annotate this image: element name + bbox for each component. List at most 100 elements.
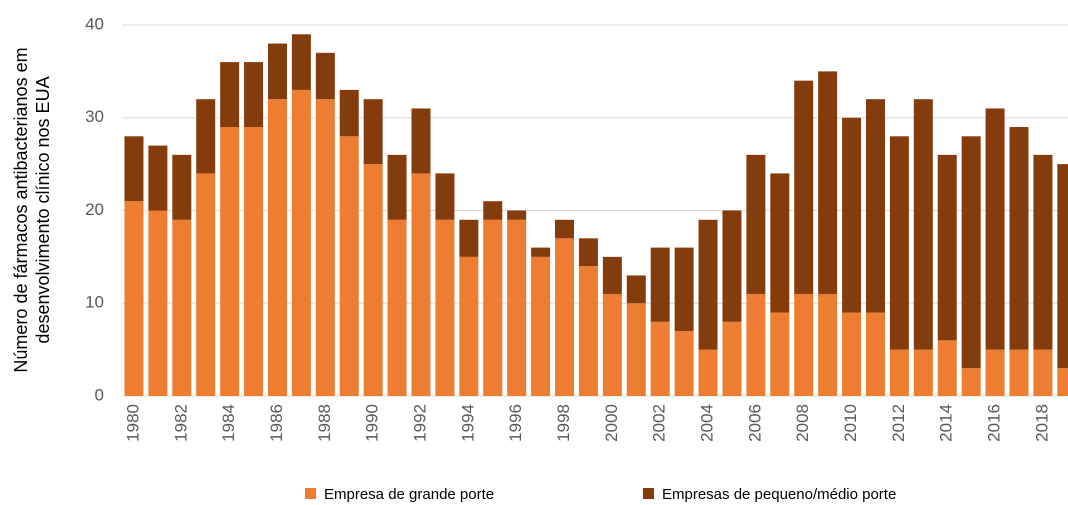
x-tick-label: 2000 [602, 404, 621, 442]
y-axis-title: desenvolvimento clínico nos EUA [33, 76, 53, 343]
bar-segment [507, 210, 527, 220]
x-tick-label: 2010 [841, 404, 860, 442]
bar-segment [578, 238, 598, 267]
bar-segment [674, 247, 694, 332]
bar-segment [124, 201, 144, 396]
bar-segment [650, 321, 670, 396]
bar-segment [1057, 368, 1068, 396]
bar-segment [722, 321, 742, 396]
bar-segment [483, 201, 503, 220]
x-tick-label: 1996 [506, 404, 525, 442]
bar-segment [818, 71, 838, 294]
bar-segment [865, 312, 885, 396]
bar-segment [746, 293, 766, 396]
bar-segment [196, 99, 216, 174]
bar-segment [555, 238, 575, 396]
bar-segment [363, 99, 383, 165]
y-tick-label: 30 [85, 107, 104, 126]
x-tick-label: 1990 [363, 404, 382, 442]
x-tick-label: 2002 [650, 404, 669, 442]
bar-segment [985, 108, 1005, 350]
bar-segment [435, 173, 455, 220]
x-tick-label: 1998 [554, 404, 573, 442]
bar-segment [315, 52, 335, 100]
x-tick-label: 1992 [410, 404, 429, 442]
bar-segment [483, 219, 503, 396]
legend-swatch [643, 488, 654, 499]
bar-segment [172, 154, 192, 220]
x-tick-label: 2004 [698, 404, 717, 442]
bar-segment [172, 219, 192, 396]
bar-segment [411, 173, 431, 396]
bar-segment [459, 256, 479, 396]
bar-segment [1057, 164, 1068, 369]
bar-segment [244, 127, 264, 397]
bar-segment [1009, 127, 1029, 350]
x-tick-label: 2012 [889, 404, 908, 442]
y-tick-label: 20 [85, 200, 104, 219]
bar-segment [746, 154, 766, 294]
bar-segment [1033, 154, 1053, 350]
x-tick-label: 1982 [171, 404, 190, 442]
bar-segment [124, 136, 144, 202]
x-tick-label: 2016 [985, 404, 1004, 442]
bar-segment [291, 89, 311, 397]
bar-segment [578, 266, 598, 396]
bar-segment [770, 312, 790, 396]
legend-swatch [305, 488, 316, 499]
bar-segment [961, 368, 981, 396]
x-tick-label: 2018 [1032, 404, 1051, 442]
bar-segment [722, 210, 742, 322]
y-tick-label: 40 [85, 14, 104, 33]
bar-segment [985, 349, 1005, 396]
bar-segment [387, 154, 407, 220]
bar-segment [459, 219, 479, 257]
bar-segment [626, 303, 646, 396]
x-tick-label: 2008 [793, 404, 812, 442]
bar-segment [937, 340, 957, 396]
bar-segment [842, 117, 862, 313]
bar-segment [818, 293, 838, 396]
bar-segment [315, 99, 335, 396]
bar-segment [531, 247, 551, 257]
bar-segment [889, 349, 909, 396]
bar-segment [555, 219, 575, 239]
bar-segment [698, 219, 718, 350]
bar-segment [339, 136, 359, 397]
bar-segment [363, 164, 383, 396]
bar-segment [865, 99, 885, 313]
y-axis-title: Número de fármacos antibacterianos em [11, 47, 31, 372]
bar-segment [244, 62, 264, 128]
bar-segment [531, 256, 551, 396]
bar-segment [267, 43, 287, 100]
bar-segment [698, 349, 718, 396]
bar-segment [937, 154, 957, 341]
bar-segment [674, 331, 694, 396]
bar-segment [339, 89, 359, 137]
bar-segment [291, 34, 311, 90]
bar-segment [626, 275, 646, 304]
bar-segment [148, 210, 168, 396]
bar-segment [507, 219, 527, 396]
bar-segment [842, 312, 862, 396]
bar-segment [913, 349, 933, 396]
bar-segment [220, 127, 240, 397]
bar-segment [387, 219, 407, 396]
x-tick-label: 1994 [458, 404, 477, 442]
bar-segment [913, 99, 933, 350]
bar-segment [602, 293, 622, 396]
bar-segment [267, 99, 287, 396]
bar-segment [794, 80, 814, 294]
bar-segment [770, 173, 790, 313]
bar-segment [220, 62, 240, 128]
legend-label: Empresas de pequeno/médio porte [662, 486, 896, 503]
bar-segment [196, 173, 216, 396]
bar-segment [435, 219, 455, 396]
bar-segment [961, 136, 981, 369]
x-tick-label: 1988 [315, 404, 334, 442]
x-tick-label: 2006 [745, 404, 764, 442]
bar-segment [148, 145, 168, 211]
bar-segment [411, 108, 431, 174]
bar-segment [1033, 349, 1053, 396]
